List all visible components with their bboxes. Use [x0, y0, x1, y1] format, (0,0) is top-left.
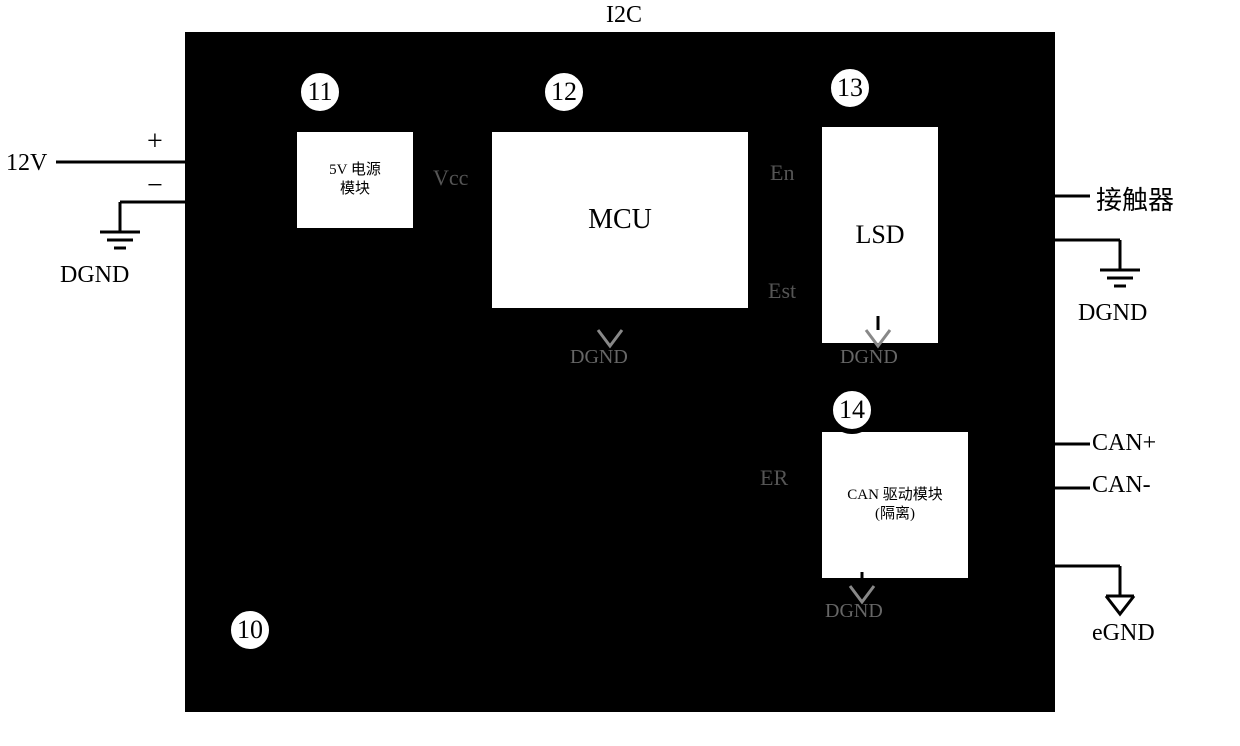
wiring-overlay	[0, 0, 1240, 746]
diagram-canvas: 5V 电源模块 MCU LSD CAN 驱动模块(隔离) 10 11 12 13…	[0, 0, 1240, 746]
